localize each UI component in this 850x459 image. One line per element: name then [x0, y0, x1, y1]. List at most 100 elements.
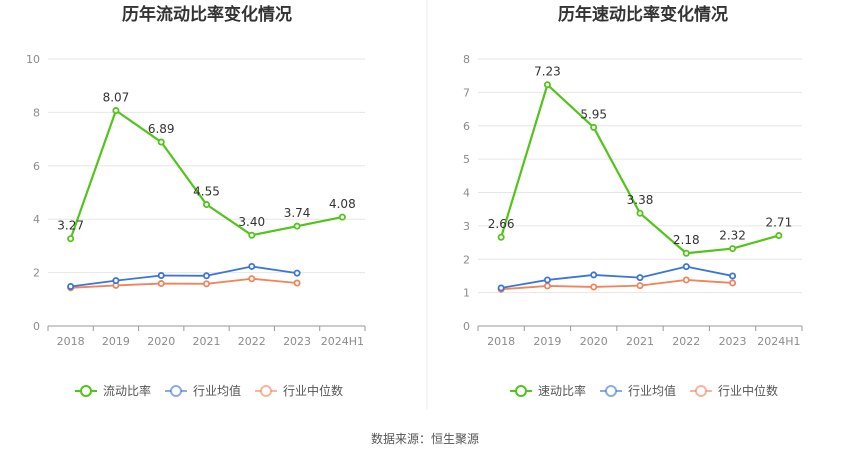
chart1-data-label: 4.08	[329, 197, 356, 211]
data-source-note: 数据来源：恒生聚源	[371, 431, 479, 446]
chart1-legend-swatch-marker	[170, 385, 182, 397]
chart1-company-ratio-point[interactable]	[202, 201, 210, 209]
chart2-legend-company-ratio[interactable]: 速动比率	[510, 383, 586, 398]
chart1-y-tick-label: 10	[26, 53, 40, 66]
chart2-industry-median-point[interactable]	[636, 282, 644, 290]
chart1-industry-average-point[interactable]	[248, 262, 256, 270]
chart2-legend-label: 行业均值	[628, 383, 676, 398]
chart1-data-label: 6.89	[148, 122, 175, 136]
chart2-legend-industry-median[interactable]: 行业中位数	[690, 383, 778, 398]
chart2-industry-average-point[interactable]	[729, 272, 737, 280]
chart1-legend-company-ratio[interactable]: 流动比率	[75, 383, 151, 398]
chart1-company-ratio-point[interactable]	[157, 138, 165, 146]
chart2-industry-median-line	[501, 279, 733, 291]
chart2-legend-label: 行业中位数	[718, 383, 778, 398]
chart1-company-ratio-point[interactable]	[67, 235, 75, 243]
chart2-y-tick-label: 8	[463, 53, 470, 66]
chart1-title: 历年流动比率变化情况	[122, 4, 292, 25]
chart1-data-label: 8.07	[103, 91, 130, 105]
chart2-data-label: 3.38	[627, 193, 654, 207]
chart2-industry-average-point[interactable]	[682, 263, 690, 271]
chart1-y-tick-label: 6	[33, 160, 40, 173]
chart1-legend-swatch-marker	[260, 385, 272, 397]
chart2-y-tick-label: 0	[463, 320, 470, 333]
chart1-x-tick-label: 2023	[283, 335, 311, 348]
chart2-industry-median-point[interactable]	[543, 282, 551, 290]
chart1-legend-label: 流动比率	[103, 383, 151, 398]
chart2-y-tick-label: 4	[463, 187, 470, 200]
chart1-industry-average-point[interactable]	[67, 282, 75, 290]
chart2-legend-swatch-marker	[695, 385, 707, 397]
chart2-legend-industry-average[interactable]: 行业均值	[600, 383, 676, 398]
chart2-y-tick-label: 6	[463, 120, 470, 133]
chart2-industry-average-point[interactable]	[543, 276, 551, 284]
chart2-company-ratio-point[interactable]	[682, 249, 690, 257]
chart2-legend-swatch-marker	[515, 385, 527, 397]
chart1-legend-industry-median[interactable]: 行业中位数	[255, 383, 343, 398]
chart2-data-label: 5.95	[580, 107, 607, 121]
chart2-company-ratio-point[interactable]	[636, 209, 644, 217]
chart2-data-label: 2.18	[673, 233, 700, 247]
chart1-x-tick-label: 2022	[238, 335, 266, 348]
chart1-company-ratio-point[interactable]	[293, 222, 301, 230]
chart1-company-ratio-point[interactable]	[248, 231, 256, 239]
chart2-y-tick-label: 1	[463, 287, 470, 300]
chart2-y-tick-label: 5	[463, 153, 470, 166]
chart1-industry-average-point[interactable]	[157, 272, 165, 280]
quick-ratio-chart: 历年速动比率变化情况 0 1 2 3 4 5 6 7 8 2018 2019 2020 2021 2022 2…	[463, 4, 803, 398]
chart1-x-tick-label: 2018	[57, 335, 85, 348]
chart2-industry-average-point[interactable]	[590, 271, 598, 279]
chart2-data-label: 2.66	[488, 217, 515, 231]
chart2-x-tick-label: 2024H1	[757, 335, 800, 348]
chart2-company-ratio-point[interactable]	[729, 245, 737, 253]
chart1-legend-label: 行业均值	[193, 383, 241, 398]
chart1-y-tick-label: 0	[33, 320, 40, 333]
chart1-company-ratio-point[interactable]	[338, 213, 346, 221]
chart1-industry-median-line	[70, 277, 298, 289]
chart2-industry-average-point[interactable]	[636, 274, 644, 282]
chart2-industry-median-point[interactable]	[590, 283, 598, 291]
chart1-data-label: 4.55	[193, 185, 220, 199]
chart1-data-label: 3.40	[238, 215, 265, 229]
chart2-x-tick-label: 2023	[719, 335, 747, 348]
chart2-x-tick-label: 2018	[487, 335, 515, 348]
chart1-industry-average-point[interactable]	[293, 269, 301, 277]
chart2-industry-median-point[interactable]	[682, 276, 690, 284]
chart2-data-label: 2.32	[719, 229, 746, 243]
chart1-y-tick-label: 4	[33, 213, 40, 226]
chart2-x-tick-label: 2022	[672, 335, 700, 348]
chart2-y-tick-label: 2	[463, 253, 470, 266]
chart1-x-tick-label: 2021	[193, 335, 221, 348]
chart1-company-ratio-point[interactable]	[112, 107, 120, 115]
chart1-industry-median-point[interactable]	[293, 279, 301, 287]
chart1-industry-median-point[interactable]	[157, 280, 165, 288]
chart1-y-tick-label: 2	[33, 267, 40, 280]
chart1-legend-industry-average[interactable]: 行业均值	[165, 383, 241, 398]
chart2-industry-median-point[interactable]	[729, 279, 737, 287]
chart1-industry-average-point[interactable]	[112, 277, 120, 285]
chart2-y-tick-label: 3	[463, 220, 470, 233]
chart1-x-tick-label: 2019	[102, 335, 130, 348]
chart2-industry-average-point[interactable]	[497, 284, 505, 292]
chart2-industry-average-line	[500, 265, 733, 289]
chart1-y-tick-label: 8	[33, 106, 40, 119]
chart1-industry-average-point[interactable]	[202, 272, 210, 280]
chart2-company-ratio-point[interactable]	[775, 232, 783, 240]
chart2-company-ratio-point[interactable]	[543, 81, 551, 89]
chart2-company-ratio-point[interactable]	[497, 233, 505, 241]
chart1-data-label: 3.74	[284, 206, 311, 220]
chart1-x-tick-label: 2020	[147, 335, 175, 348]
chart1-industry-median-point[interactable]	[248, 275, 256, 283]
chart1-industry-average-line	[70, 265, 298, 288]
chart1-legend-swatch-marker	[80, 385, 92, 397]
chart1-x-tick-label: 2024H1	[321, 335, 364, 348]
chart2-company-ratio-point[interactable]	[590, 123, 598, 131]
chart2-y-tick-label: 7	[463, 86, 470, 99]
chart2-data-label: 7.23	[534, 65, 561, 79]
chart2-legend-swatch-marker	[605, 385, 617, 397]
chart2-x-tick-label: 2021	[626, 335, 654, 348]
chart2-legend-label: 速动比率	[538, 383, 586, 398]
chart1-industry-median-point[interactable]	[202, 280, 210, 288]
chart2-x-tick-label: 2019	[533, 335, 561, 348]
